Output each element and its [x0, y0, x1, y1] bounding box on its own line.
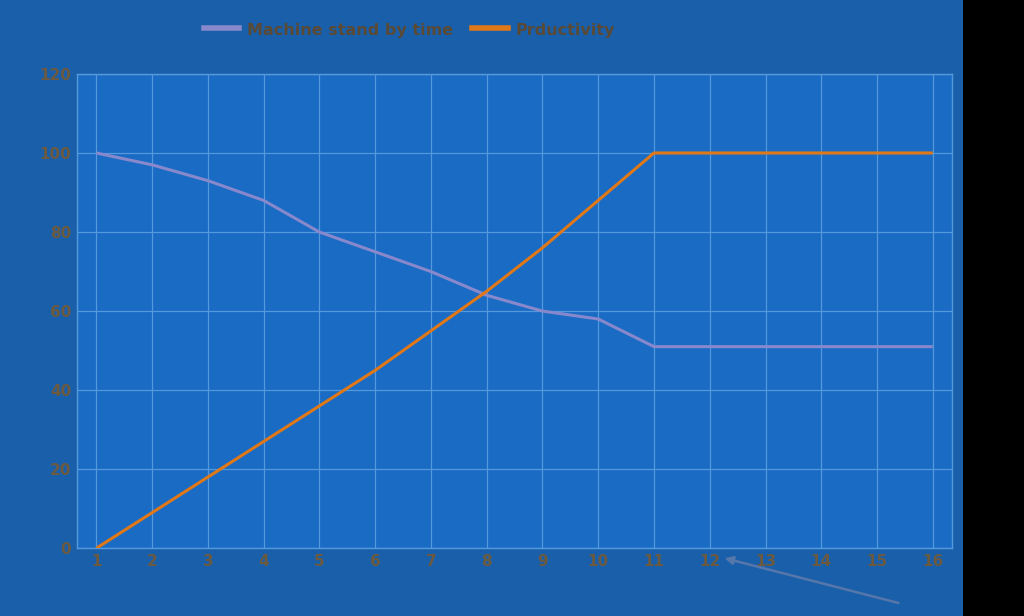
Machine stand by time: [927, 343, 939, 351]
Legend: Machine stand by time, Prductivity: Machine stand by time, Prductivity: [198, 15, 622, 44]
Machine stand by time: [425, 268, 437, 275]
Line: Machine stand by time: Machine stand by time: [96, 153, 933, 347]
Machine stand by time: [90, 149, 102, 156]
Machine stand by time: [480, 291, 493, 299]
Prductivity: [369, 367, 381, 374]
Line: Prductivity: Prductivity: [96, 153, 933, 548]
Machine stand by time: [870, 343, 883, 351]
Machine stand by time: [202, 177, 214, 184]
Machine stand by time: [537, 307, 549, 315]
Machine stand by time: [369, 248, 381, 256]
Prductivity: [592, 197, 604, 204]
Prductivity: [313, 402, 326, 410]
Machine stand by time: [257, 197, 269, 204]
Machine stand by time: [146, 161, 159, 169]
Prductivity: [927, 149, 939, 156]
Machine stand by time: [313, 229, 326, 236]
Machine stand by time: [703, 343, 716, 351]
Machine stand by time: [815, 343, 827, 351]
Machine stand by time: [648, 343, 660, 351]
Prductivity: [202, 473, 214, 480]
Prductivity: [537, 244, 549, 251]
Prductivity: [146, 509, 159, 516]
Prductivity: [870, 149, 883, 156]
Prductivity: [425, 327, 437, 334]
Prductivity: [648, 149, 660, 156]
Machine stand by time: [760, 343, 772, 351]
Prductivity: [703, 149, 716, 156]
Machine stand by time: [592, 315, 604, 323]
Prductivity: [760, 149, 772, 156]
Prductivity: [257, 438, 269, 445]
Prductivity: [90, 545, 102, 552]
Prductivity: [480, 288, 493, 295]
Prductivity: [815, 149, 827, 156]
